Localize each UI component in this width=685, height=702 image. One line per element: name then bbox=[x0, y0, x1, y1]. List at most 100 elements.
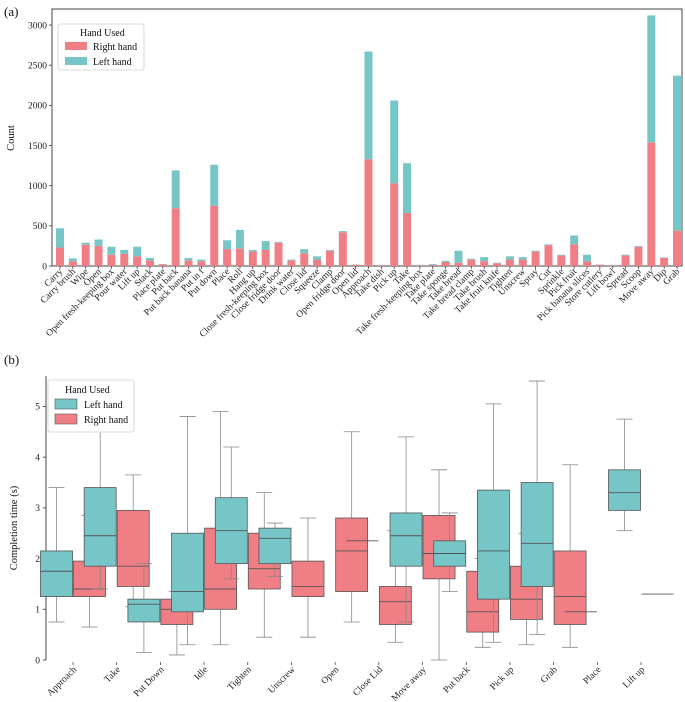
bar-right-take bbox=[403, 212, 412, 266]
bar-right-take-fruit-knife bbox=[493, 263, 502, 266]
bar-right-drink-water bbox=[287, 260, 296, 266]
box-left-move-away bbox=[389, 512, 423, 567]
bar-left-take-plate bbox=[428, 263, 437, 265]
bar-right-close-fridge-door bbox=[274, 242, 283, 266]
bar-right-put-down bbox=[210, 205, 219, 266]
panel-b-x-tick-label: Lift up bbox=[621, 664, 647, 690]
bar-left-open-fresh-keeping-box bbox=[107, 246, 116, 255]
panel-b-y-tick-label: 4 bbox=[35, 453, 40, 463]
panel-b-legend-swatch-left bbox=[54, 398, 78, 410]
bar-right-pick-up bbox=[390, 183, 399, 266]
panel-b-x-tick-label: Put back bbox=[442, 665, 473, 696]
bar-left-spread bbox=[621, 254, 630, 256]
bar-right-place bbox=[223, 249, 232, 266]
panel-b-x-ticks: Approach Take Put Down Idle Tighten Unscrew Op… bbox=[46, 662, 647, 702]
box-left-take bbox=[83, 487, 117, 567]
bar-right-take-dish bbox=[377, 265, 386, 266]
panel-b-legend-title: Hand Used bbox=[65, 385, 110, 396]
bar-right-take-plate bbox=[428, 264, 437, 266]
panel-b-y-tick-label: 1 bbox=[35, 606, 40, 616]
panel-a-y-tick-label: 500 bbox=[33, 222, 48, 232]
bar-left-wipe bbox=[81, 242, 90, 245]
panel-b-y-axis-title: Completion time (s) bbox=[9, 485, 20, 570]
panel-b-legend-label-left: Left hand bbox=[84, 400, 123, 411]
box-left-lift-up bbox=[608, 469, 641, 511]
bar-right-wipe bbox=[81, 244, 90, 266]
panel-a-legend-label-right: Right hand bbox=[93, 42, 137, 53]
bar-right-hang-up bbox=[248, 251, 257, 266]
bar-left-approach bbox=[364, 51, 373, 160]
bar-right-pick-fruit bbox=[570, 244, 579, 266]
bar-right-open bbox=[94, 245, 103, 266]
bar-left-open bbox=[94, 239, 103, 246]
bar-left-take-bread bbox=[454, 250, 463, 263]
bar-right-dip bbox=[660, 257, 669, 266]
bar-left-scoop bbox=[634, 245, 643, 247]
bar-left-tighten bbox=[505, 256, 514, 260]
panel-b-x-tick-label: Close Lid bbox=[352, 665, 386, 699]
bar-left-close-fridge-door bbox=[274, 241, 283, 243]
box-left-approach bbox=[40, 550, 73, 598]
bar-left-put-in-f bbox=[197, 259, 206, 262]
bar-left-drink-water bbox=[287, 259, 296, 261]
panel-a-y-axis-title: Count bbox=[6, 125, 17, 151]
bar-left-cut bbox=[544, 244, 553, 246]
panel-b-x-tick-label: Place bbox=[582, 665, 604, 687]
bar-right-take-bread-clamp bbox=[467, 259, 476, 266]
panel-b-x-tick-label: Approach bbox=[46, 665, 80, 699]
bar-right-take-fresh-keeping-box bbox=[415, 265, 424, 266]
bar-right-put-back bbox=[171, 208, 180, 266]
panel-b-legend-swatch-right bbox=[54, 413, 78, 425]
panel-b-y-ticks: 0 1 2 3 4 5 bbox=[35, 403, 46, 666]
bar-left-sprinkle bbox=[557, 254, 566, 256]
panel-b-legend-label-right: Right hand bbox=[84, 415, 128, 426]
bar-left-take-sponge bbox=[441, 260, 450, 262]
box-left-idle bbox=[171, 532, 204, 613]
bar-right-approach bbox=[364, 159, 373, 266]
bar-left-put-back-banana bbox=[184, 257, 193, 261]
bar-left-pick-up bbox=[390, 100, 399, 184]
bar-right-take-sponge bbox=[441, 261, 450, 266]
panel-b: (b) Completion time (s) 0 1 2 3 4 5 Approach T… bbox=[4, 352, 674, 702]
bar-right-pick-banana-slices bbox=[583, 261, 592, 266]
bar-right-close-lid bbox=[300, 253, 309, 266]
bar-right-take-brush bbox=[480, 261, 489, 266]
bar-right-roll bbox=[235, 248, 244, 266]
panel-a: (a) Count 0 500 1000 1500 2000 2500 3000 Carry… bbox=[4, 4, 683, 340]
panel-a-bars bbox=[56, 15, 681, 266]
panel-b-x-tick-label: Take bbox=[103, 665, 123, 685]
panel-b-x-tick-label: Idle bbox=[193, 665, 211, 683]
panel-a-y-ticks: 0 500 1000 1500 2000 2500 3000 bbox=[28, 21, 52, 272]
bar-right-grab bbox=[673, 230, 681, 266]
panel-b-x-tick-label: Put Down bbox=[132, 665, 166, 699]
bar-left-roll bbox=[235, 229, 244, 249]
panel-a-y-tick-label: 1500 bbox=[28, 142, 47, 152]
bar-right-close-fresh-keeping-box bbox=[261, 249, 270, 266]
bar-right-spray bbox=[531, 251, 540, 266]
bar-right-store-cutlery bbox=[595, 264, 604, 266]
bar-left-take-bread-clamp bbox=[467, 258, 476, 260]
bar-right-clamp bbox=[325, 250, 334, 266]
panel-a-legend-swatch-right bbox=[65, 42, 87, 50]
bar-left-take-brush bbox=[480, 257, 489, 262]
panel-b-legend: Hand Used Left hand Right hand bbox=[47, 379, 135, 433]
bar-left-put-down bbox=[210, 164, 219, 206]
bar-right-open-lid bbox=[351, 264, 360, 266]
bar-left-open-fridge-door bbox=[338, 231, 347, 233]
panel-a-legend-title: Hand Used bbox=[80, 28, 125, 39]
box-left-pick-up bbox=[477, 489, 510, 600]
bar-left-squeeze bbox=[313, 256, 322, 260]
bar-left-grab bbox=[673, 75, 681, 231]
panel-b-x-tick-label: Pick up bbox=[489, 665, 517, 693]
bar-right-pour-water bbox=[120, 253, 129, 266]
bar-left-hang-up bbox=[248, 249, 257, 252]
bar-right-tighten bbox=[505, 259, 514, 266]
panel-a-y-tick-label: 3000 bbox=[28, 21, 47, 31]
bar-left-take bbox=[403, 163, 412, 213]
bar-right-lift-bowl bbox=[608, 265, 617, 266]
panel-a-label: (a) bbox=[4, 4, 18, 19]
panel-a-legend-label-left: Left hand bbox=[93, 57, 132, 68]
panel-b-x-tick-label: Move away bbox=[390, 665, 429, 702]
